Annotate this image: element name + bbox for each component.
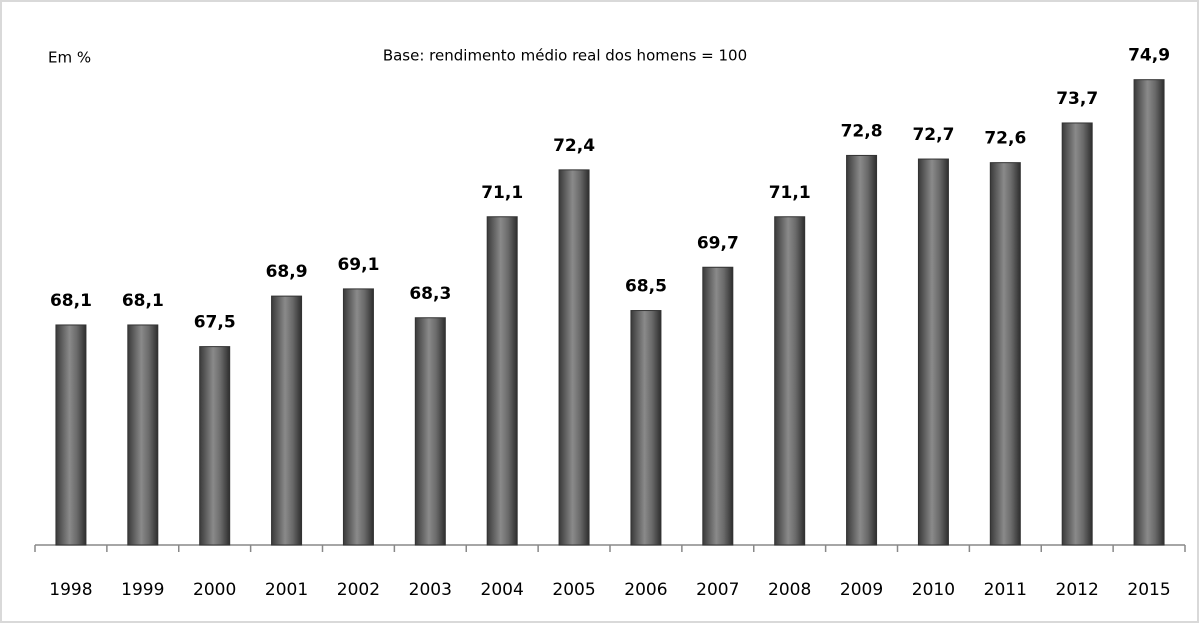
data-label: 68,9 xyxy=(266,262,308,282)
bar xyxy=(271,295,303,546)
data-label: 69,7 xyxy=(697,233,739,253)
data-label: 73,7 xyxy=(1056,89,1098,109)
bar xyxy=(558,169,590,546)
bar xyxy=(1133,79,1165,546)
bar xyxy=(917,158,949,546)
x-tick-label: 2015 xyxy=(1127,580,1170,600)
bar xyxy=(55,324,87,546)
x-tick-label: 2007 xyxy=(696,580,739,600)
data-label: 72,4 xyxy=(553,136,595,156)
data-label: 69,1 xyxy=(337,255,379,275)
x-tick-label: 1998 xyxy=(49,580,92,600)
data-label: 68,1 xyxy=(122,291,164,311)
bar xyxy=(127,324,159,546)
bar xyxy=(702,266,734,546)
data-label: 68,1 xyxy=(50,291,92,311)
bar xyxy=(989,162,1021,546)
bar xyxy=(414,317,446,546)
x-tick-label: 2006 xyxy=(624,580,667,600)
x-tick-label: 2003 xyxy=(409,580,452,600)
data-label: 68,5 xyxy=(625,277,667,297)
bar xyxy=(774,216,806,546)
data-label: 71,1 xyxy=(769,183,811,203)
data-label: 74,9 xyxy=(1128,46,1170,66)
bar xyxy=(1061,122,1093,546)
x-tick-label: 2004 xyxy=(481,580,524,600)
x-tick-label: 1999 xyxy=(121,580,164,600)
x-tick-label: 2002 xyxy=(337,580,380,600)
x-tick-label: 2005 xyxy=(552,580,595,600)
x-tick-label: 2001 xyxy=(265,580,308,600)
x-tick-label: 2011 xyxy=(984,580,1027,600)
bar xyxy=(846,154,878,546)
y-axis-label: Em % xyxy=(48,49,91,67)
x-tick-label: 2008 xyxy=(768,580,811,600)
data-label: 67,5 xyxy=(194,313,236,333)
bar xyxy=(486,216,518,546)
data-label: 71,1 xyxy=(481,183,523,203)
bar xyxy=(199,346,231,546)
data-label: 72,8 xyxy=(841,121,883,141)
x-tick-label: 2009 xyxy=(840,580,883,600)
data-label: 68,3 xyxy=(409,284,451,304)
data-label: 72,7 xyxy=(912,125,954,145)
x-tick-label: 2000 xyxy=(193,580,236,600)
bar xyxy=(342,288,374,546)
x-tick-label: 2012 xyxy=(1056,580,1099,600)
x-tick-label: 2010 xyxy=(912,580,955,600)
data-label: 72,6 xyxy=(984,129,1026,149)
chart-subtitle: Base: rendimento médio real dos homens =… xyxy=(383,47,747,65)
bar xyxy=(630,310,662,546)
